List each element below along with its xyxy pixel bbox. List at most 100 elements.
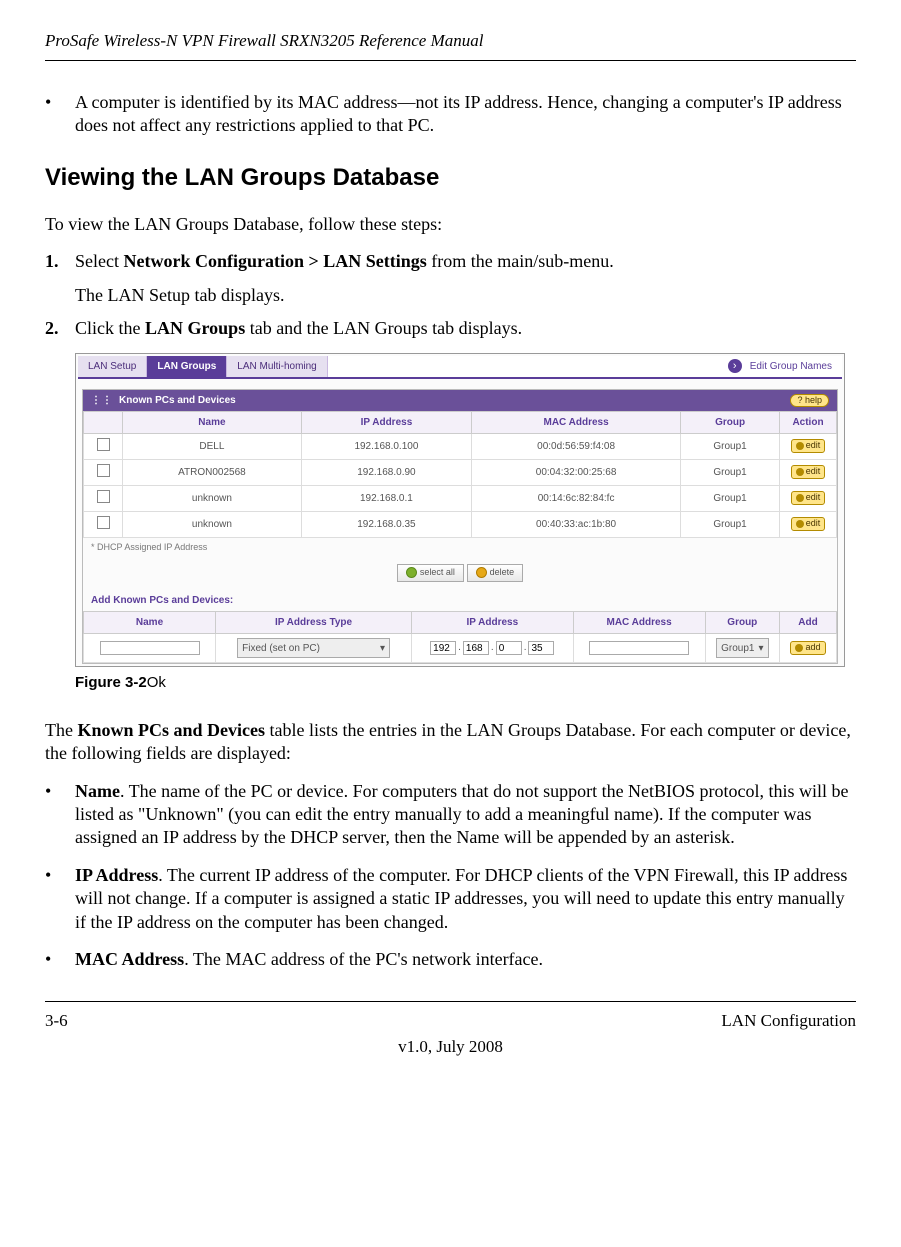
cell-name: unknown <box>123 486 302 512</box>
x-icon <box>476 567 487 578</box>
ip-octet-1[interactable] <box>430 641 456 655</box>
row-checkbox[interactable] <box>97 464 110 477</box>
step-number-2: 2. <box>45 317 75 340</box>
help-button[interactable]: ? help <box>790 394 829 408</box>
row-checkbox[interactable] <box>97 516 110 529</box>
tab-lan-groups[interactable]: LAN Groups <box>147 356 227 377</box>
add-col-iptype: IP Address Type <box>216 612 412 634</box>
footer-page-number: 3-6 <box>45 1010 68 1032</box>
step2-text-post: tab and the LAN Groups tab displays. <box>245 318 522 338</box>
add-iptype-select[interactable]: Fixed (set on PC) ▾ <box>237 638 390 658</box>
bullet-marker: • <box>45 91 75 138</box>
known-pcs-title: Known PCs and Devices <box>119 394 236 407</box>
add-name-input[interactable] <box>100 641 200 655</box>
figure-caption: Figure 3-2 <box>75 674 147 691</box>
cell-mac: 00:40:33:ac:1b:80 <box>472 512 681 538</box>
add-col-mac: MAC Address <box>573 612 705 634</box>
cell-group: Group1 <box>681 486 780 512</box>
tab-lan-setup[interactable]: LAN Setup <box>78 356 147 377</box>
col-action: Action <box>780 412 837 434</box>
edit-icon <box>796 442 804 450</box>
step2-text-bold: LAN Groups <box>145 318 245 338</box>
add-col-ip: IP Address <box>412 612 574 634</box>
add-section-title: Add Known PCs and Devices: <box>83 588 837 611</box>
ip-octet-3[interactable] <box>496 641 522 655</box>
cell-mac: 00:0d:56:59:f4:08 <box>472 434 681 460</box>
edit-group-names-link[interactable]: Edit Group Names <box>750 360 832 373</box>
footer-section-title: LAN Configuration <box>721 1010 856 1032</box>
add-pcs-table: Name IP Address Type IP Address MAC Addr… <box>83 611 837 663</box>
chevron-down-icon: ▾ <box>380 642 385 655</box>
known-bold: Known PCs and Devices <box>77 720 265 740</box>
lan-groups-screenshot: LAN Setup LAN Groups LAN Multi-homing Ed… <box>75 353 845 668</box>
col-name: Name <box>123 412 302 434</box>
cell-group: Group1 <box>681 434 780 460</box>
doc-header: ProSafe Wireless-N VPN Firewall SRXN3205… <box>45 30 856 61</box>
edit-button[interactable]: edit <box>791 491 826 505</box>
ip-octet-2[interactable] <box>463 641 489 655</box>
add-button[interactable]: add <box>790 641 825 655</box>
add-col-name: Name <box>84 612 216 634</box>
add-col-add: Add <box>780 612 837 634</box>
step2-text-pre: Click the <box>75 318 145 338</box>
section-heading: Viewing the LAN Groups Database <box>45 162 856 193</box>
chevron-down-icon: ▾ <box>758 642 763 655</box>
check-icon <box>406 567 417 578</box>
cell-name: DELL <box>123 434 302 460</box>
edit-icon <box>796 468 804 476</box>
footer-version: v1.0, July 2008 <box>45 1036 856 1058</box>
edit-button[interactable]: edit <box>791 439 826 453</box>
col-ip: IP Address <box>301 412 471 434</box>
add-group-select[interactable]: Group1 ▾ <box>716 638 768 658</box>
def-name-term: Name <box>75 781 120 801</box>
def-bullet: • <box>45 780 75 850</box>
cell-name: unknown <box>123 512 302 538</box>
cell-group: Group1 <box>681 460 780 486</box>
cell-ip: 192.168.0.35 <box>301 512 471 538</box>
cell-group: Group1 <box>681 512 780 538</box>
def-mac-text: . The MAC address of the PC's network in… <box>184 949 543 969</box>
add-mac-input[interactable] <box>589 641 689 655</box>
table-row: DELL 192.168.0.100 00:0d:56:59:f4:08 Gro… <box>84 434 837 460</box>
def-bullet: • <box>45 948 75 971</box>
intro-text: To view the LAN Groups Database, follow … <box>45 213 856 236</box>
def-mac-term: MAC Address <box>75 949 184 969</box>
edit-button[interactable]: edit <box>791 465 826 479</box>
edit-button[interactable]: edit <box>791 517 826 531</box>
table-row: unknown 192.168.0.1 00:14:6c:82:84:fc Gr… <box>84 486 837 512</box>
select-all-button[interactable]: select all <box>397 564 464 582</box>
cell-mac: 00:04:32:00:25:68 <box>472 460 681 486</box>
ip-octet-4[interactable] <box>528 641 554 655</box>
def-name-text: . The name of the PC or device. For comp… <box>75 781 849 848</box>
grip-icon: ⋮⋮ <box>91 394 113 407</box>
row-checkbox[interactable] <box>97 438 110 451</box>
known-pre: The <box>45 720 77 740</box>
delete-button[interactable]: delete <box>467 564 524 582</box>
step1-sub: The LAN Setup tab displays. <box>75 284 614 307</box>
arrow-icon <box>728 359 742 373</box>
known-pcs-table: Name IP Address MAC Address Group Action… <box>83 411 837 538</box>
step1-text-pre: Select <box>75 251 123 271</box>
edit-icon <box>796 494 804 502</box>
col-mac: MAC Address <box>472 412 681 434</box>
cell-mac: 00:14:6c:82:84:fc <box>472 486 681 512</box>
col-group: Group <box>681 412 780 434</box>
tab-lan-multi-homing[interactable]: LAN Multi-homing <box>227 356 327 377</box>
plus-icon <box>795 644 803 652</box>
cell-name: ATRON002568 <box>123 460 302 486</box>
row-checkbox[interactable] <box>97 490 110 503</box>
def-ip-term: IP Address <box>75 865 158 885</box>
edit-icon <box>796 520 804 528</box>
bullet-text-1: A computer is identified by its MAC addr… <box>75 91 856 138</box>
step-number-1: 1. <box>45 250 75 307</box>
add-col-group: Group <box>705 612 779 634</box>
def-ip-text: . The current IP address of the computer… <box>75 865 847 932</box>
step1-text-bold: Network Configuration > LAN Settings <box>123 251 426 271</box>
add-row: Fixed (set on PC) ▾ . . . <box>84 634 837 663</box>
figure-caption-suffix: Ok <box>147 674 166 691</box>
cell-ip: 192.168.0.90 <box>301 460 471 486</box>
dhcp-note: * DHCP Assigned IP Address <box>83 538 837 558</box>
help-icon: ? <box>797 395 802 405</box>
cell-ip: 192.168.0.100 <box>301 434 471 460</box>
table-row: ATRON002568 192.168.0.90 00:04:32:00:25:… <box>84 460 837 486</box>
